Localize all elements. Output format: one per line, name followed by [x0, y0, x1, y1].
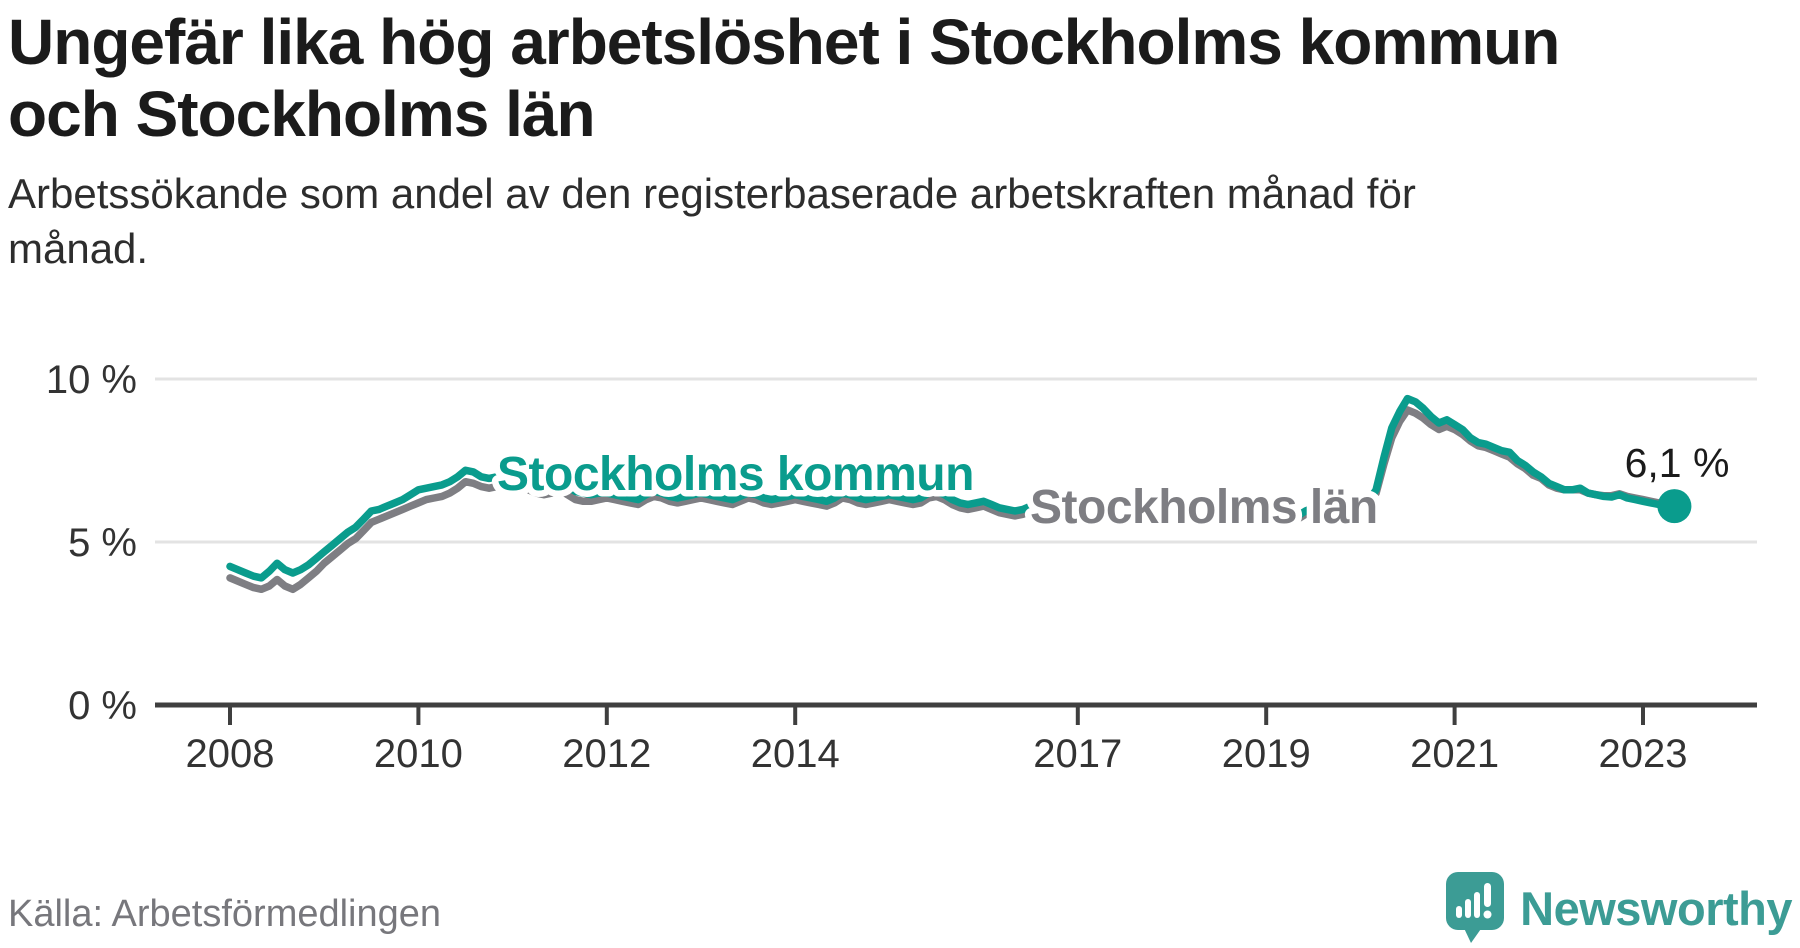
- series-label-stockholms-lan: Stockholms län: [1030, 481, 1378, 534]
- x-axis-tick-label: 2019: [1222, 732, 1311, 776]
- x-axis-tick-label: 2021: [1410, 732, 1499, 776]
- y-axis-tick-label: 0 %: [68, 684, 137, 728]
- end-value-label: 6,1 %: [1625, 440, 1730, 486]
- chart-subtitle: Arbetssökande som andel av den registerb…: [8, 166, 1416, 276]
- x-axis-tick-label: 2012: [562, 732, 651, 776]
- source-note: Källa: Arbetsförmedlingen: [8, 893, 442, 935]
- page-title-line-2: och Stockholms län: [8, 78, 596, 150]
- x-axis-tick-label: 2017: [1033, 732, 1122, 776]
- x-axis-tick-label: 2010: [374, 732, 463, 776]
- y-axis-tick-label: 5 %: [68, 521, 137, 565]
- chart-subtitle-line-1: Arbetssökande som andel av den registerb…: [8, 170, 1416, 217]
- newsworthy-logo-text: Newsworthy: [1520, 881, 1792, 935]
- chart-subtitle-line-2: månad.: [8, 225, 149, 272]
- series-line-stockholms-lan: [226, 406, 1679, 594]
- page-title-line-1: Ungefär lika hög arbetslöshet i Stockhol…: [8, 6, 1560, 78]
- series-label-stockholms-kommun: Stockholms kommun: [497, 448, 974, 501]
- page-title: Ungefär lika hög arbetslöshet i Stockhol…: [8, 6, 1560, 150]
- newsworthy-logo: Newsworthy: [1446, 872, 1792, 944]
- newsworthy-logo-icon: [1446, 872, 1505, 943]
- line-chart: 0 % 5 % 10 % 2008 2010 2012 2014 2017 2019 2021 20…: [46, 358, 1757, 776]
- y-axis-tick-label: 10 %: [46, 358, 137, 402]
- series-line-stockholms-kommun: [226, 394, 1679, 582]
- x-axis-tick-label: 2014: [751, 732, 840, 776]
- x-axis-tick-label: 2023: [1599, 732, 1688, 776]
- x-axis-tick-label: 2008: [186, 732, 275, 776]
- end-point-dot: [1657, 489, 1692, 524]
